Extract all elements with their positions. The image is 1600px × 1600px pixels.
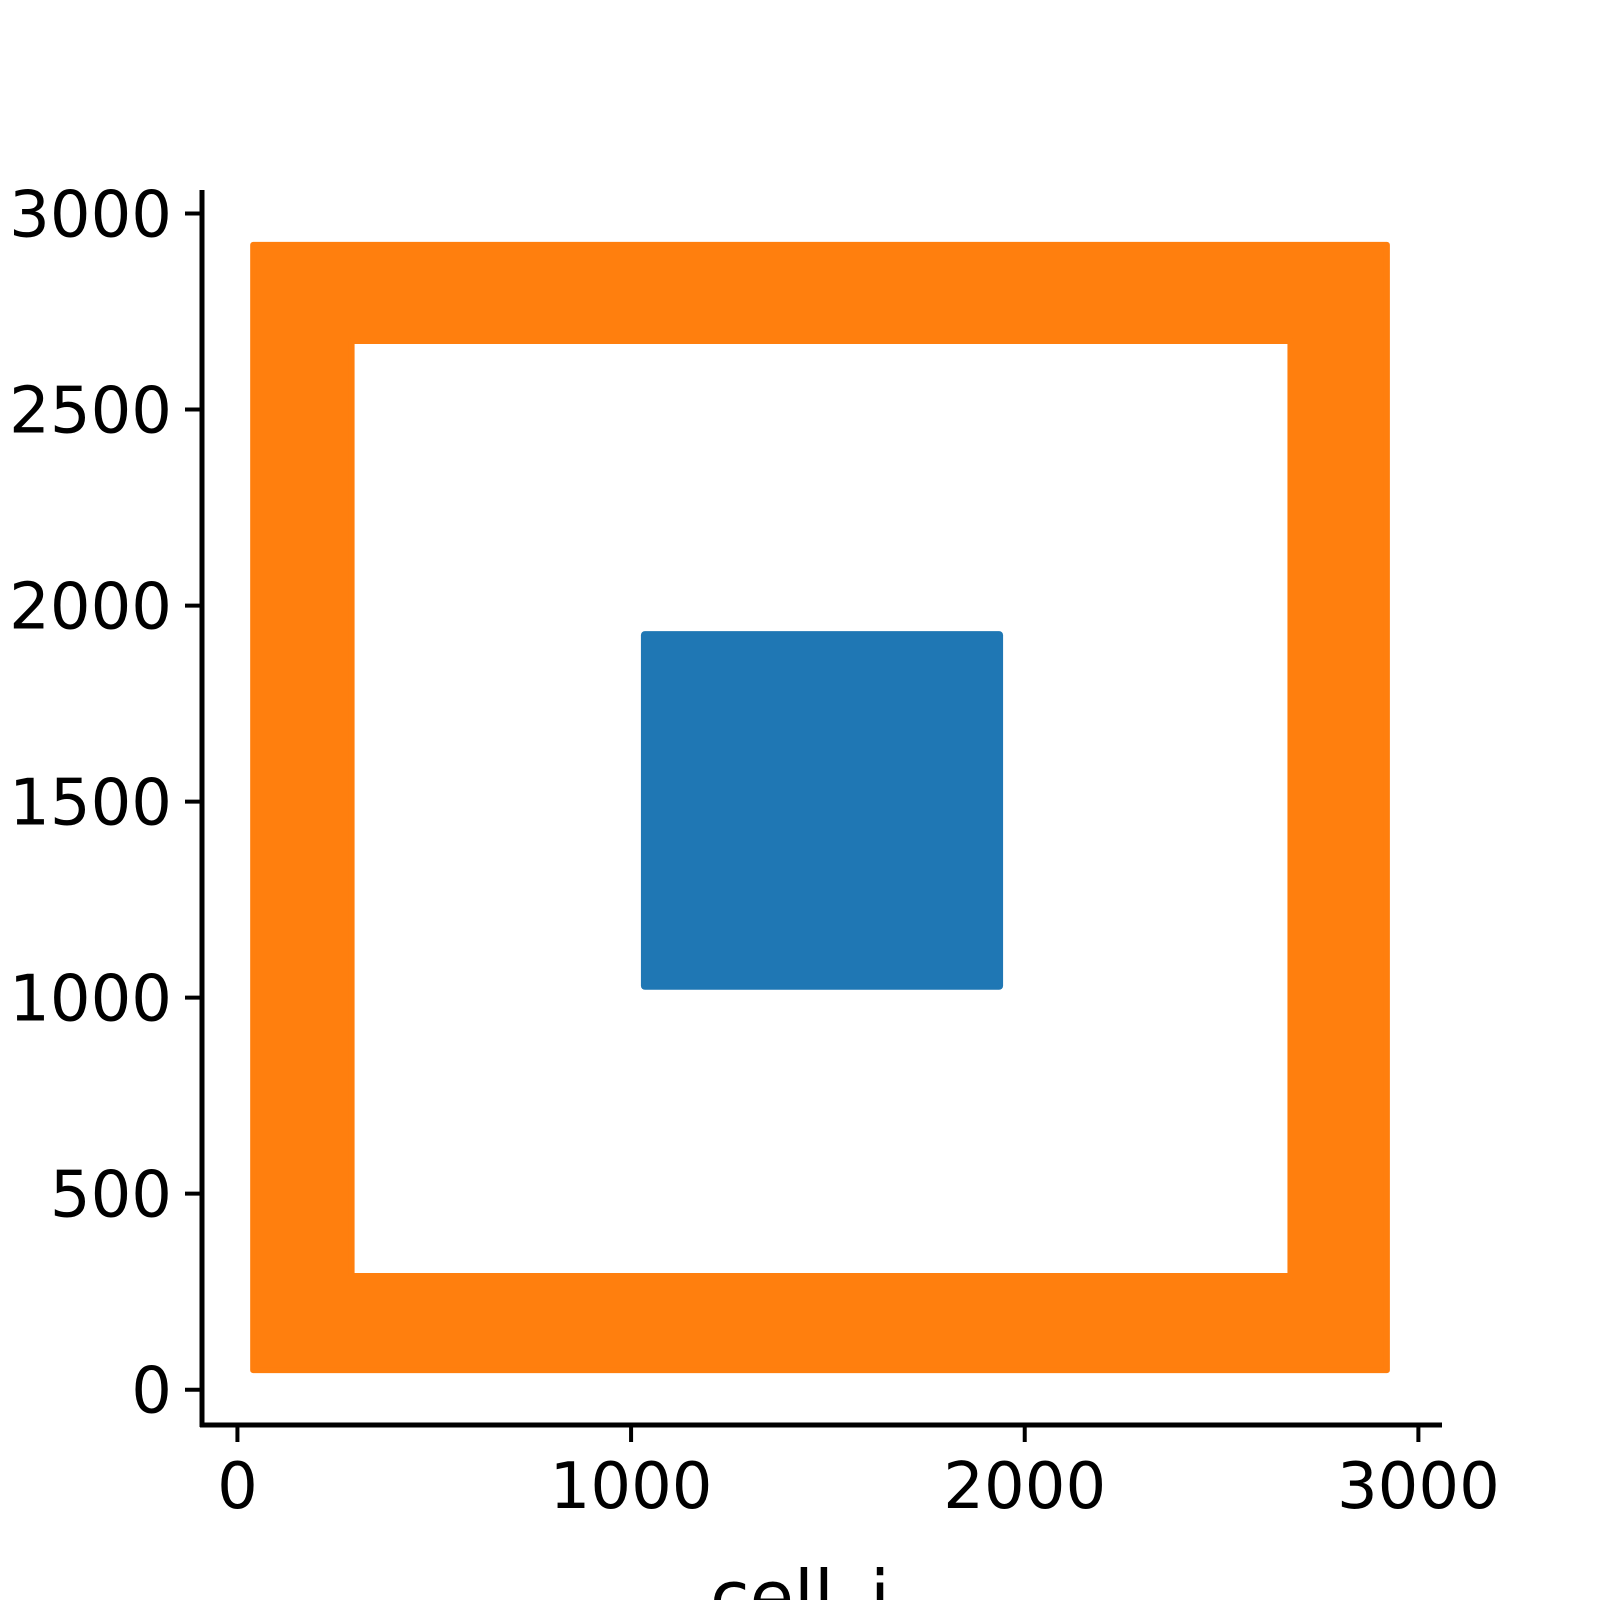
y-tick-label: 0 xyxy=(131,1355,172,1429)
x-axis-title: cell_i xyxy=(710,1555,890,1600)
x-tick-label: 2000 xyxy=(943,1450,1106,1524)
y-tick-label: 2000 xyxy=(9,571,172,645)
y-axis-ticks: 0 500 1000 1500 2000 2500 3000 xyxy=(9,179,202,1429)
series-0-blue-square xyxy=(640,631,1004,990)
y-tick-label: 3000 xyxy=(9,179,172,253)
y-tick-label: 1500 xyxy=(9,767,172,841)
y-tick-label: 500 xyxy=(50,1159,172,1233)
x-axis-ticks: 0 1000 2000 3000 xyxy=(217,1425,1500,1524)
y-tick-label: 1000 xyxy=(9,963,172,1037)
y-tick-label: 2500 xyxy=(9,375,172,449)
plot-area xyxy=(250,241,1390,1374)
x-tick-label: 1000 xyxy=(550,1450,713,1524)
series-1-orange-ring xyxy=(250,241,1390,1374)
x-tick-label: 3000 xyxy=(1337,1450,1500,1524)
x-tick-label: 0 xyxy=(217,1450,258,1524)
